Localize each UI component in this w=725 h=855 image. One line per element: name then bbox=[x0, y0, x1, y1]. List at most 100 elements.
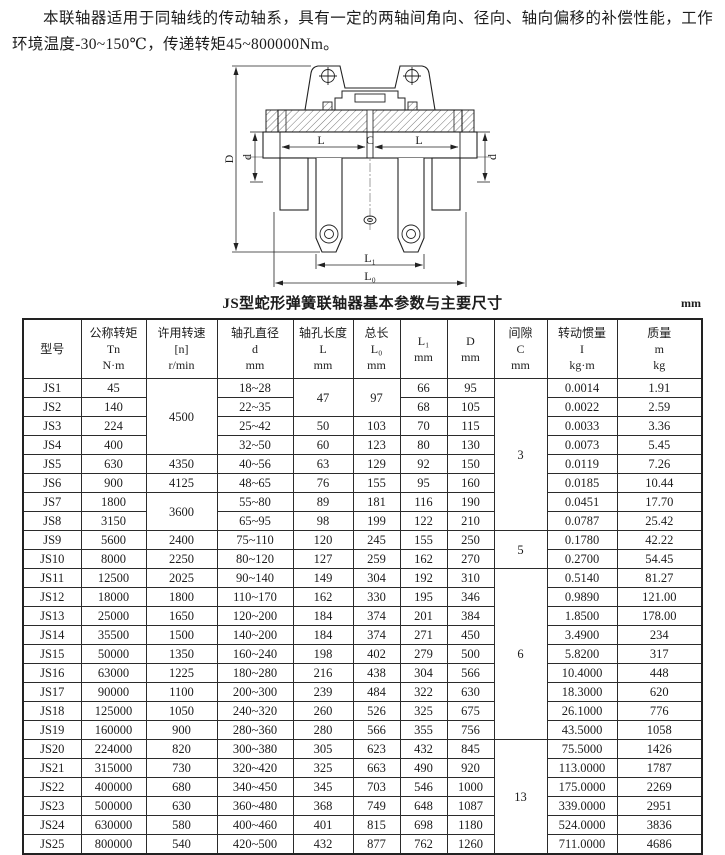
cell-bore-length: 76 bbox=[292, 473, 354, 493]
cell-torque: 140 bbox=[80, 397, 147, 417]
table-row-JS6: JS6 900 4125 48~65 76 155 95 160 0.0185 10.44 bbox=[22, 473, 703, 493]
cell-l1: 162 bbox=[399, 549, 448, 569]
cell-total-length: 374 bbox=[352, 606, 401, 626]
dimension-L1 bbox=[315, 254, 424, 269]
cell-l1: 698 bbox=[399, 815, 448, 835]
cell-mass: 234 bbox=[616, 625, 703, 645]
table-row-JS25: JS25 800000 540 420~500 432 877 762 1260 711.000… bbox=[22, 834, 703, 855]
cell-model: JS24 bbox=[22, 815, 82, 835]
cell-model: JS21 bbox=[22, 758, 82, 778]
table-row-JS4: JS4 400 32~50 60 123 80 130 0.0073 5.45 bbox=[22, 435, 703, 455]
cell-total-length: 374 bbox=[352, 625, 401, 645]
cell-model: JS20 bbox=[22, 739, 82, 759]
cell-torque: 500000 bbox=[80, 796, 147, 816]
cell-bore-diameter: 55~80 bbox=[216, 492, 294, 512]
col-header-total-length: 总长 L₀ mm bbox=[352, 318, 401, 379]
bolt-bottom-right bbox=[401, 224, 420, 244]
dimension-label-L0: L₀ bbox=[364, 269, 376, 283]
table-row-JS11: JS11 12500 2025 90~140 149 304 192 310 6 0.5140 81… bbox=[22, 568, 703, 740]
cell-speed: 2250 bbox=[145, 549, 218, 569]
table-unit-label: mm bbox=[681, 296, 701, 310]
dimension-label-D: D bbox=[224, 154, 236, 163]
cell-gap: 3 bbox=[493, 378, 548, 531]
cell-d: 566 bbox=[446, 663, 495, 683]
cell-inertia: 0.0119 bbox=[546, 454, 618, 474]
cell-bore-diameter: 48~65 bbox=[216, 473, 294, 493]
hub-left bbox=[278, 157, 309, 211]
cell-bore-length: 325 bbox=[292, 758, 354, 778]
cell-d: 130 bbox=[446, 435, 495, 455]
cell-d: 845 bbox=[446, 739, 495, 759]
cell-mass: 2269 bbox=[616, 777, 703, 797]
cell-mass: 2.59 bbox=[616, 397, 703, 417]
cell-model: JS25 bbox=[22, 834, 82, 855]
table-row-JS19: JS19 160000 900 280~360 280 566 355 756 43.5000 1… bbox=[22, 720, 703, 740]
cell-torque: 224000 bbox=[80, 739, 147, 759]
cell-bore-length: 432 bbox=[292, 834, 354, 855]
table-body: JS1 45 4500 18~28 47 97 66 95 3 0.0014 1.91 JS2 140 2… bbox=[22, 378, 703, 855]
cell-l1: 195 bbox=[399, 587, 448, 607]
table-row-JS7: JS7 1800 3600 55~80 89 181 116 190 0.0451 17.70 bbox=[22, 492, 703, 531]
table-row-JS13: JS13 25000 1650 120~200 184 374 201 384 1.8500 17… bbox=[22, 606, 703, 626]
cell-l1: 325 bbox=[399, 701, 448, 721]
cell-inertia: 0.0073 bbox=[546, 435, 618, 455]
cell-bore-length: 368 bbox=[292, 796, 354, 816]
cell-torque: 125000 bbox=[80, 701, 147, 721]
cell-model: JS16 bbox=[22, 663, 82, 683]
cell-torque: 1800 bbox=[80, 492, 147, 512]
cell-bore-diameter: 18~28 bbox=[216, 378, 294, 398]
cell-d: 160 bbox=[446, 473, 495, 493]
bolt-nut-left bbox=[322, 101, 332, 111]
dimension-L0 bbox=[273, 212, 466, 287]
cell-bore-length: 127 bbox=[292, 549, 354, 569]
cell-gap: 13 bbox=[493, 739, 548, 855]
cell-l1: 155 bbox=[399, 530, 448, 550]
table-row-JS17: JS17 90000 1100 200~300 239 484 322 630 18.3000 6… bbox=[22, 682, 703, 702]
cell-total-length: 123 bbox=[352, 435, 401, 455]
cell-bore-diameter: 240~320 bbox=[216, 701, 294, 721]
cell-torque: 63000 bbox=[80, 663, 147, 683]
cell-inertia: 43.5000 bbox=[546, 720, 618, 740]
cell-torque: 400 bbox=[80, 435, 147, 455]
cell-bore-length: 98 bbox=[292, 511, 354, 531]
cell-total-length: 877 bbox=[352, 834, 401, 855]
cell-l1: 432 bbox=[399, 739, 448, 759]
cell-d: 450 bbox=[446, 625, 495, 645]
cell-speed: 4350 bbox=[145, 454, 218, 474]
cell-bore-length: 120 bbox=[292, 530, 354, 550]
cell-bore-diameter: 140~200 bbox=[216, 625, 294, 645]
cell-bore-diameter: 300~380 bbox=[216, 739, 294, 759]
cell-bore-length: 280 bbox=[292, 720, 354, 740]
cell-d: 1260 bbox=[446, 834, 495, 855]
bolt-nut-right bbox=[407, 101, 417, 111]
hub-right bbox=[430, 157, 461, 211]
cell-inertia: 5.8200 bbox=[546, 644, 618, 664]
cell-mass: 448 bbox=[616, 663, 703, 683]
shaft-end-left bbox=[265, 109, 278, 133]
cell-inertia: 26.1000 bbox=[546, 701, 618, 721]
cell-mass: 54.45 bbox=[616, 549, 703, 569]
cell-d: 95 bbox=[446, 378, 495, 398]
cell-inertia: 113.0000 bbox=[546, 758, 618, 778]
cell-mass: 1787 bbox=[616, 758, 703, 778]
cell-l1: 192 bbox=[399, 568, 448, 588]
dimension-label-L-left: L bbox=[317, 133, 324, 147]
cell-mass: 5.45 bbox=[616, 435, 703, 455]
cell-speed: 3600 bbox=[145, 492, 218, 531]
cell-mass: 17.70 bbox=[616, 492, 703, 512]
cell-l1: 304 bbox=[399, 663, 448, 683]
cell-model: JS6 bbox=[22, 473, 82, 493]
cell-torque: 400000 bbox=[80, 777, 147, 797]
cell-l1: 116 bbox=[399, 492, 448, 512]
cell-total-length: 155 bbox=[352, 473, 401, 493]
dimension-d-right bbox=[476, 131, 490, 183]
cell-mass: 1.91 bbox=[616, 378, 703, 398]
cell-l1: 355 bbox=[399, 720, 448, 740]
cell-mass: 3836 bbox=[616, 815, 703, 835]
cell-mass: 7.26 bbox=[616, 454, 703, 474]
col-header-speed: 许用转速 [n] r/min bbox=[145, 318, 218, 379]
cell-d: 150 bbox=[446, 454, 495, 474]
cell-inertia: 175.0000 bbox=[546, 777, 618, 797]
cell-inertia: 0.1780 bbox=[546, 530, 618, 550]
